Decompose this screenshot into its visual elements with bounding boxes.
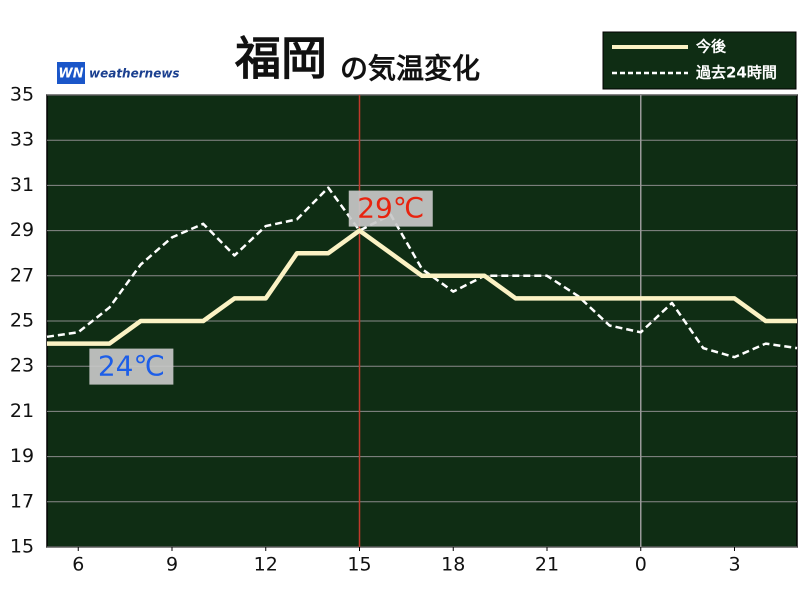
annotation-box <box>348 190 433 227</box>
y-tick-label: 25 <box>10 310 34 332</box>
x-tick-label: 6 <box>72 554 84 576</box>
x-tick-label: 3 <box>728 554 740 576</box>
logo-text: weathernews <box>89 67 180 81</box>
y-tick-label: 29 <box>10 219 34 241</box>
x-tick-label: 12 <box>254 554 278 576</box>
x-tick-label: 21 <box>535 554 559 576</box>
x-tick-label: 18 <box>441 554 465 576</box>
annotation-label: 29℃ <box>357 192 424 225</box>
series-line <box>47 228 797 346</box>
logo-box <box>57 62 85 84</box>
legend-label: 過去24時間 <box>695 64 777 82</box>
y-tick-label: 33 <box>10 129 34 151</box>
chart-title: 福岡 <box>234 32 327 86</box>
x-tick-label: 9 <box>166 554 178 576</box>
legend-label: 今後 <box>695 38 727 56</box>
y-tick-label: 17 <box>10 490 34 512</box>
chart-subtitle: の気温変化 <box>340 52 480 85</box>
logo-mark: WN <box>58 67 83 82</box>
y-tick-label: 35 <box>10 84 34 106</box>
x-tick-label: 15 <box>347 554 371 576</box>
annotation-label: 24℃ <box>98 350 165 383</box>
series-line <box>46 186 798 359</box>
y-tick-label: 21 <box>10 400 34 422</box>
y-tick-label: 15 <box>10 536 34 558</box>
y-tick-label: 27 <box>10 264 34 286</box>
legend-box <box>602 31 797 90</box>
y-tick-label: 23 <box>10 355 34 377</box>
y-tick-label: 19 <box>10 445 34 467</box>
annotation-box <box>89 348 174 385</box>
y-tick-label: 31 <box>10 174 34 196</box>
x-tick-label: 0 <box>635 554 647 576</box>
